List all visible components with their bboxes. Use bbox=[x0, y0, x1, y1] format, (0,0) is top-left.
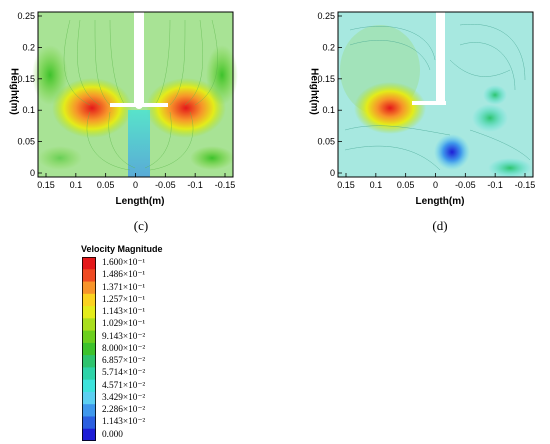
d-y-tick-label: 0.05 bbox=[317, 137, 335, 147]
d-y-tick-label: 0 bbox=[330, 168, 335, 178]
legend-swatch bbox=[82, 416, 96, 430]
c-x-tick-label: 0.15 bbox=[37, 180, 55, 190]
legend-label: 1.600×10⁻¹ bbox=[102, 258, 146, 268]
c-y-tick-label: 0 bbox=[30, 168, 35, 178]
legend-label: 6.857×10⁻² bbox=[102, 356, 146, 367]
legend-swatch bbox=[82, 293, 96, 307]
panel-c-caption: (c) bbox=[133, 218, 149, 233]
legend-title: Velocity Magnitude bbox=[81, 244, 163, 254]
panel-c-xlabel: Length(m) bbox=[115, 196, 165, 207]
legend-label: 8.000×10⁻² bbox=[102, 343, 146, 354]
c-y-tick-label: 0.2 bbox=[22, 42, 35, 52]
c-x-tick-label: 0.05 bbox=[97, 180, 115, 190]
d-y-tick-label: 0.2 bbox=[322, 42, 335, 52]
legend-swatch bbox=[82, 367, 96, 381]
legend-label: 1.143×10⁻¹ bbox=[102, 307, 146, 318]
legend-swatch bbox=[82, 306, 96, 319]
d-y-tick-label: 0.15 bbox=[317, 74, 335, 84]
legend-swatch bbox=[82, 342, 96, 356]
d-y-tick-label: 0.25 bbox=[317, 11, 335, 21]
panel-c-plot: 0.15 0.1 0.05 0 -0.05 -0.1 -0.15 0 0.05 0.1 0.15 0.… bbox=[17, 11, 238, 190]
legend-swatch bbox=[82, 355, 96, 368]
legend-swatch bbox=[82, 257, 96, 270]
legend-label: 2.286×10⁻² bbox=[102, 405, 146, 416]
panel-d-impeller bbox=[412, 101, 446, 105]
d-x-tick-label: -0.15 bbox=[515, 180, 536, 190]
legend-swatch bbox=[82, 269, 96, 283]
legend-label: 1.371×10⁻¹ bbox=[102, 282, 146, 293]
legend-label: 1.257×10⁻¹ bbox=[102, 294, 146, 305]
d-x-tick-label: 0.15 bbox=[337, 180, 355, 190]
c-x-tick-label: -0.05 bbox=[155, 180, 176, 190]
legend-swatch bbox=[82, 404, 96, 417]
panel-d-low-velocity-region bbox=[434, 134, 470, 170]
legend-swatch bbox=[82, 391, 96, 405]
panel-d-jet bbox=[354, 82, 426, 134]
panel-c-streamlines bbox=[63, 19, 218, 171]
legend-label: 1.486×10⁻¹ bbox=[102, 270, 146, 281]
panel-d-streamlines bbox=[344, 24, 531, 171]
panel-c-ylabel: Height(m) bbox=[8, 68, 20, 115]
panel-d-caption: (d) bbox=[432, 218, 448, 233]
legend-swatch bbox=[82, 428, 96, 441]
legend-label: 5.714×10⁻² bbox=[102, 368, 146, 379]
panel-c-jet-left bbox=[52, 78, 132, 138]
legend-label: 1.029×10⁻¹ bbox=[102, 319, 146, 330]
c-y-tick-label: 0.1 bbox=[22, 105, 35, 115]
d-x-tick-label: 0.05 bbox=[397, 180, 415, 190]
legend-label: 4.571×10⁻² bbox=[102, 380, 146, 391]
c-y-tick-label: 0.05 bbox=[17, 137, 35, 147]
c-x-tick-label: -0.1 bbox=[187, 180, 203, 190]
panel-d-ylabel: Height(m) bbox=[308, 68, 320, 115]
d-x-tick-label: -0.05 bbox=[455, 180, 476, 190]
c-x-tick-label: 0.1 bbox=[70, 180, 83, 190]
panel-c-shaft bbox=[134, 12, 144, 106]
d-x-tick-label: 0 bbox=[433, 180, 438, 190]
legend-swatch bbox=[82, 281, 96, 295]
d-x-tick-label: -0.1 bbox=[487, 180, 503, 190]
legend-label: 3.429×10⁻² bbox=[102, 392, 146, 403]
c-y-tick-label: 0.15 bbox=[17, 74, 35, 84]
c-y-tick-label: 0.25 bbox=[17, 11, 35, 21]
legend-label: 0.000 bbox=[102, 429, 123, 440]
c-x-tick-label: 0 bbox=[133, 180, 138, 190]
panel-c: 0.15 0.1 0.05 0 -0.05 -0.1 -0.15 0 0.05 0.1 0.15 0.… bbox=[0, 0, 275, 233]
legend-swatch bbox=[82, 318, 96, 332]
legend-swatch bbox=[82, 330, 96, 344]
panel-c-jet-right bbox=[146, 78, 226, 138]
d-x-tick-label: 0.1 bbox=[370, 180, 383, 190]
legend-label: 1.143×10⁻² bbox=[102, 417, 146, 428]
legend-colorbar bbox=[82, 257, 96, 441]
panel-d-plot: 0.15 0.1 0.05 0 -0.05 -0.1 -0.15 0 0.05 0.1 0.15 0.… bbox=[317, 11, 536, 190]
legend-swatch bbox=[82, 379, 96, 393]
panel-d: 0.15 0.1 0.05 0 -0.05 -0.1 -0.15 0 0.05 0.1 0.15 0.… bbox=[300, 0, 550, 233]
c-x-tick-label: -0.15 bbox=[215, 180, 236, 190]
legend-label: 9.143×10⁻² bbox=[102, 331, 146, 342]
panel-d-xlabel: Length(m) bbox=[415, 196, 465, 207]
d-y-tick-label: 0.1 bbox=[322, 105, 335, 115]
panel-d-shaft bbox=[436, 12, 445, 104]
